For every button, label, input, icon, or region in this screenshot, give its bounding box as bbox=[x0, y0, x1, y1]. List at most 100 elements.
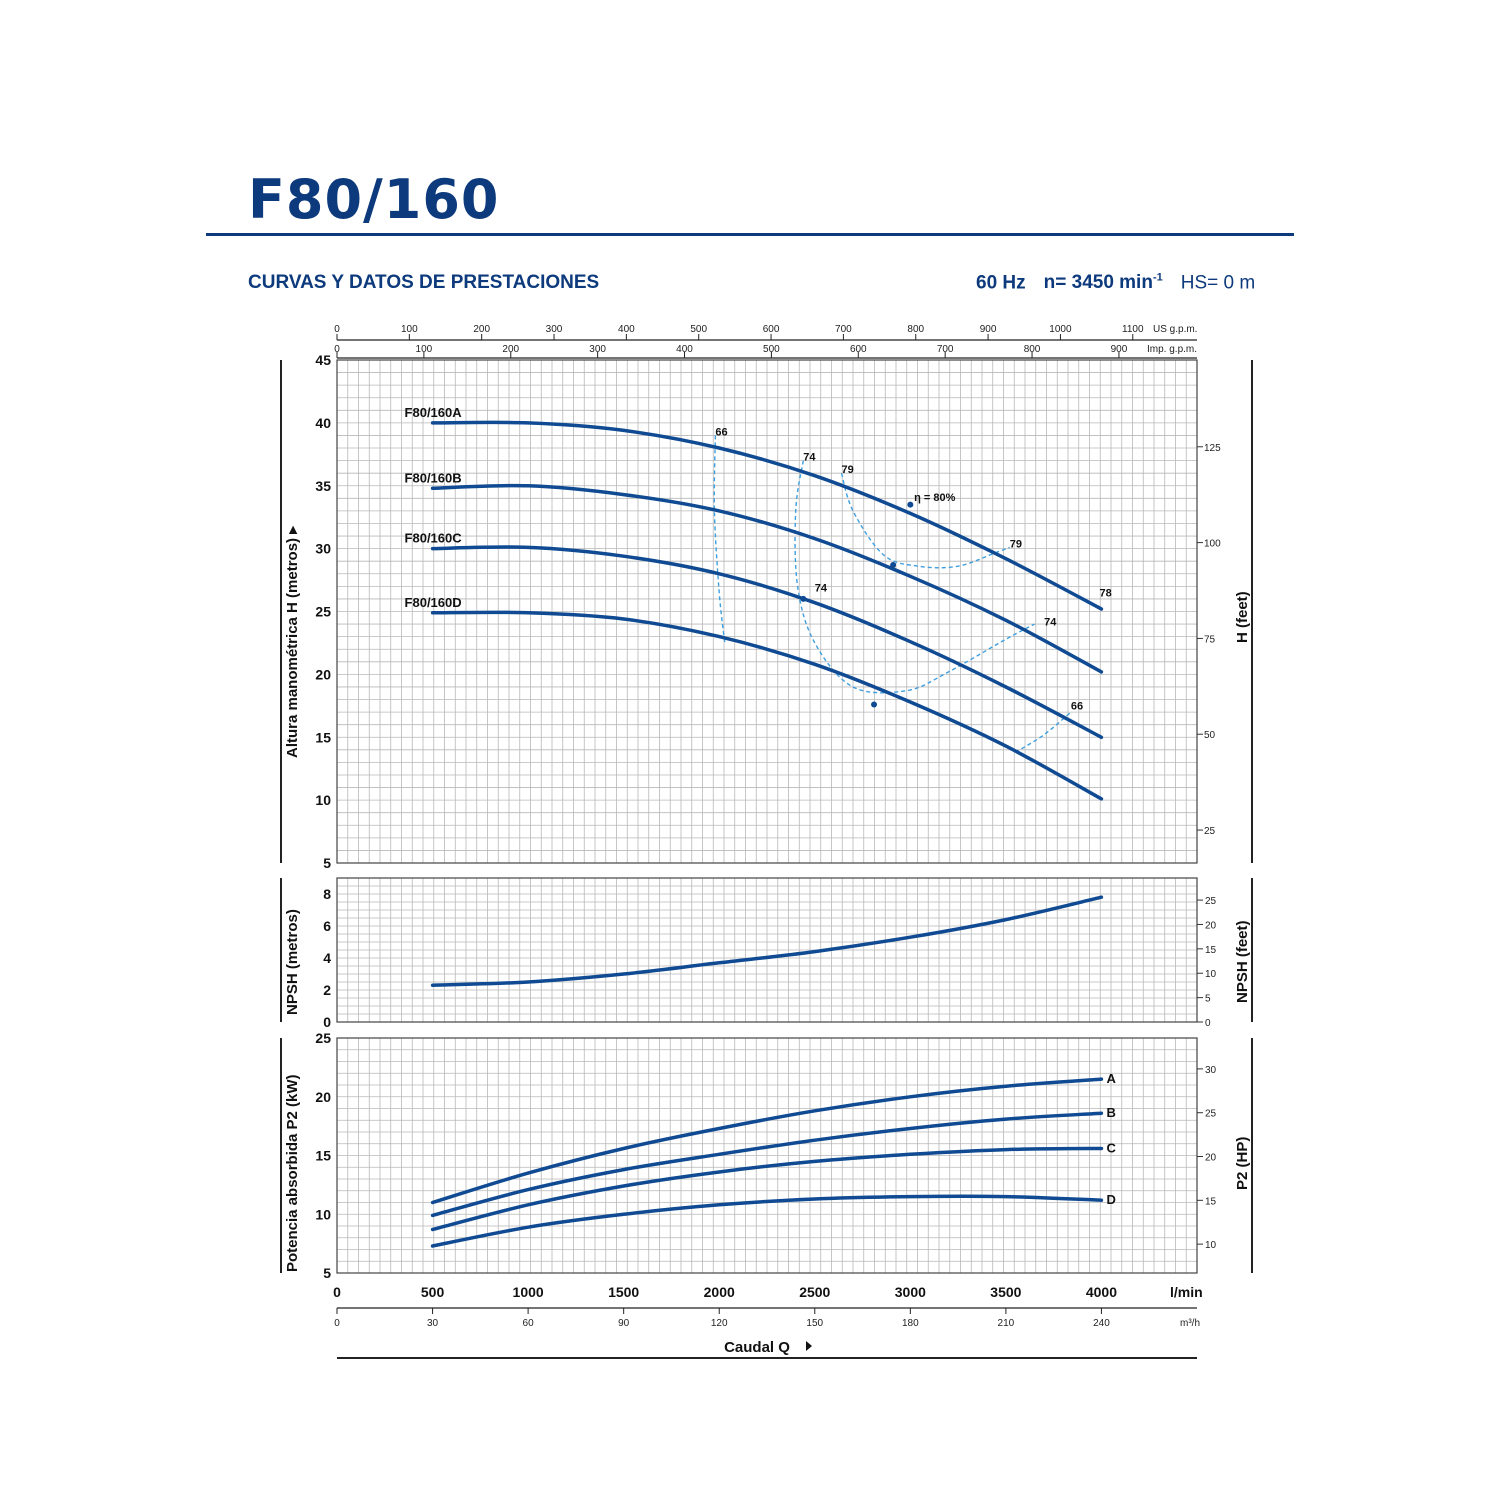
efficiency-point bbox=[871, 701, 878, 708]
power-curve-A bbox=[430, 1077, 1104, 1205]
right-tick-label: 5 bbox=[1205, 994, 1211, 1005]
y-tick-label: 25 bbox=[315, 1030, 331, 1046]
right-tick-label: 30 bbox=[1205, 1065, 1217, 1076]
us-gpm-tick-label: 600 bbox=[763, 324, 780, 335]
hs-value: HS= 0 m bbox=[1180, 272, 1256, 294]
imp-gpm-tick-label: 200 bbox=[502, 344, 519, 355]
efficiency-iso-curve bbox=[713, 435, 726, 645]
right-tick-label: 10 bbox=[1205, 1240, 1217, 1251]
y-tick-label: 20 bbox=[315, 666, 331, 682]
y-tick-label: 8 bbox=[323, 886, 331, 902]
head-curve-F80/160A bbox=[430, 420, 1104, 611]
imp-gpm-tick-label: 800 bbox=[1024, 344, 1041, 355]
chart-subtitle: CURVAS Y DATOS DE PRESTACIONES bbox=[248, 272, 600, 293]
imp-gpm-tick-label: 300 bbox=[589, 344, 606, 355]
efficiency-point bbox=[890, 561, 897, 568]
x-tick-label: 1000 bbox=[513, 1284, 544, 1300]
right-tick-label: 25 bbox=[1204, 826, 1216, 837]
x-axes: 0 500 1000 1500 2000 2500 3000 3500 4000 l/min 0 30… bbox=[333, 1284, 1203, 1359]
right-tick-label: 20 bbox=[1205, 920, 1217, 931]
right-tick-label: 75 bbox=[1204, 634, 1216, 645]
right-tick-label: 20 bbox=[1205, 1153, 1217, 1164]
m3h-tick-label: 60 bbox=[523, 1318, 535, 1329]
m3h-tick-label: 150 bbox=[806, 1318, 823, 1329]
us-gpm-tick-label: 700 bbox=[835, 324, 852, 335]
imp-gpm-tick-label: 0 bbox=[334, 344, 340, 355]
us-gpm-tick-label: 800 bbox=[907, 324, 924, 335]
us-gpm-tick-label: 200 bbox=[473, 324, 490, 335]
efficiency-label: 66 bbox=[1071, 701, 1083, 713]
m3h-tick-label: 180 bbox=[902, 1318, 919, 1329]
right-tick-label: 25 bbox=[1205, 1109, 1217, 1120]
right-tick-label: 15 bbox=[1205, 1196, 1217, 1207]
us-gpm-tick-label: 100 bbox=[401, 324, 418, 335]
head-curve-F80/160B bbox=[430, 483, 1104, 674]
power-y-axis-title-right: P2 (HP) bbox=[1234, 1137, 1251, 1190]
m3h-tick-label: 0 bbox=[334, 1318, 340, 1329]
imp-gpm-tick-label: 600 bbox=[850, 344, 867, 355]
efficiency-label: 79 bbox=[1010, 538, 1022, 550]
power-curve-label: C bbox=[1106, 1140, 1116, 1155]
imp-gpm-tick-label: 500 bbox=[763, 344, 780, 355]
x-tick-label: 0 bbox=[333, 1284, 341, 1300]
spec-line: 60 Hz n= 3450 min-1 HS= 0 m bbox=[976, 272, 1255, 294]
title-rule bbox=[206, 233, 1294, 236]
efficiency-label: η = 80% bbox=[914, 492, 955, 504]
us-gpm-tick-label: 0 bbox=[334, 324, 340, 335]
power-curve-B bbox=[430, 1111, 1104, 1218]
y-tick-label: 10 bbox=[315, 792, 331, 808]
power-curve-D bbox=[430, 1194, 1104, 1248]
y-tick-label: 15 bbox=[315, 729, 331, 745]
right-tick-label: 15 bbox=[1205, 945, 1217, 956]
y-tick-label: 10 bbox=[315, 1206, 331, 1222]
m3h-tick-label: 210 bbox=[998, 1318, 1015, 1329]
efficiency-label: 74 bbox=[1044, 616, 1057, 628]
x-tick-label: 1500 bbox=[608, 1284, 639, 1300]
x-tick-label: 2500 bbox=[799, 1284, 830, 1300]
right-tick-label: 10 bbox=[1205, 969, 1217, 980]
imp-gpm-tick-label: 400 bbox=[676, 344, 693, 355]
m3h-tick-label: 240 bbox=[1093, 1318, 1110, 1329]
y-tick-label: 35 bbox=[315, 478, 331, 494]
head-curve-label: F80/160C bbox=[405, 531, 463, 546]
x-axis-title: Caudal Q bbox=[724, 1339, 790, 1356]
npsh-curve bbox=[430, 895, 1104, 987]
head-frame bbox=[336, 359, 1198, 864]
npsh-y-axis-title-right: NPSH (feet) bbox=[1234, 920, 1251, 1003]
power-y-axis-title: Potencia absorbida P2 (kW) bbox=[284, 1074, 301, 1272]
x-tick-label: 4000 bbox=[1086, 1284, 1117, 1300]
y-tick-label: 0 bbox=[323, 1014, 331, 1030]
right-tick-label: 0 bbox=[1205, 1018, 1211, 1029]
us-gpm-tick-label: 500 bbox=[690, 324, 707, 335]
imp-gpm-unit: Imp. g.p.m. bbox=[1147, 344, 1197, 355]
m3h-tick-label: 30 bbox=[427, 1318, 439, 1329]
y-tick-label: 4 bbox=[323, 950, 331, 966]
power-curve-label: A bbox=[1106, 1071, 1116, 1086]
npsh-panel: 0 2 4 6 8 0 5 10 15 20 25 bbox=[280, 877, 1253, 1030]
frequency: 60 Hz bbox=[976, 272, 1026, 294]
efficiency-label: 66 bbox=[715, 426, 727, 438]
npsh-frame bbox=[336, 877, 1198, 1023]
power-curve-C bbox=[430, 1146, 1104, 1232]
efficiency-label: 74 bbox=[815, 582, 828, 594]
y-tick-label: 25 bbox=[315, 604, 331, 620]
right-tick-label: 25 bbox=[1205, 896, 1217, 907]
speed: n= 3450 min-1 bbox=[1043, 272, 1163, 294]
top-scales: 0 100 200 300 400 500 600 700 800 900 1000 1100 US g… bbox=[334, 324, 1197, 359]
x-axis-arrow-icon bbox=[806, 1341, 812, 1351]
x-unit-lmin: l/min bbox=[1170, 1284, 1203, 1300]
efficiency-point bbox=[800, 595, 807, 602]
head-curve-F80/160C bbox=[430, 545, 1104, 740]
m3h-unit: m³/h bbox=[1180, 1318, 1200, 1329]
power-frame bbox=[336, 1037, 1198, 1274]
head-curve-label: F80/160B bbox=[405, 470, 462, 485]
head-curve-label: F80/160D bbox=[405, 595, 462, 610]
us-gpm-tick-label: 900 bbox=[980, 324, 997, 335]
y-tick-label: 15 bbox=[315, 1148, 331, 1164]
imp-gpm-tick-label: 100 bbox=[416, 344, 433, 355]
head-curve-label: F80/160A bbox=[405, 405, 463, 420]
head-y-axis-title-right: H (feet) bbox=[1234, 591, 1251, 643]
head-panel: 5 10 15 20 25 30 35 40 45 25 50 75 100 125 F80/160A F80… bbox=[280, 352, 1253, 871]
efficiency-point bbox=[907, 501, 914, 508]
efficiency-iso-curve bbox=[1015, 711, 1072, 753]
